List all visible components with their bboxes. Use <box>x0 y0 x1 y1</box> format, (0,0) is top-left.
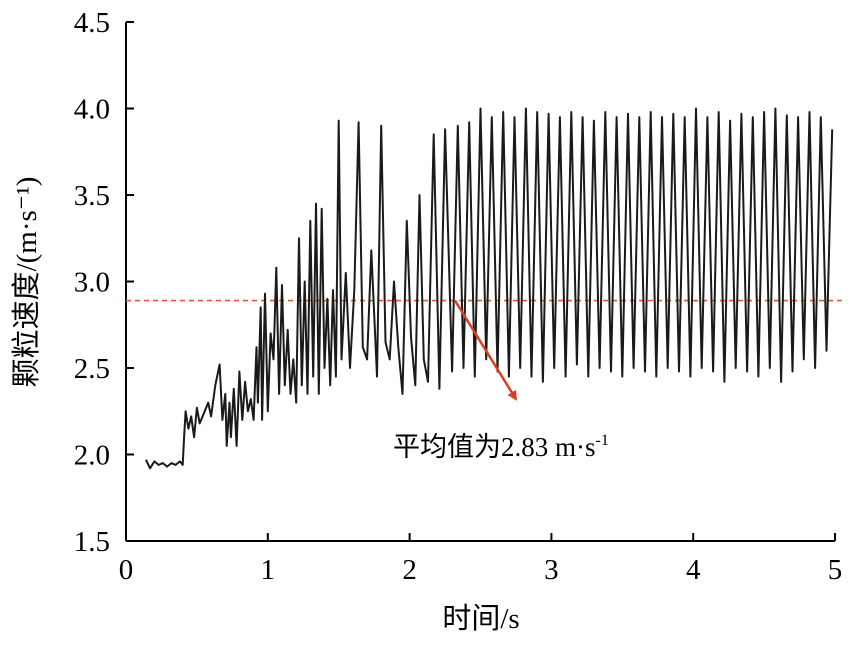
x-tick-label: 0 <box>119 554 134 586</box>
x-tick-label: 4 <box>686 554 701 586</box>
y-tick-label: 2.0 <box>74 440 110 472</box>
x-tick-label: 1 <box>261 554 276 586</box>
y-tick-label: 2.5 <box>74 353 110 385</box>
y-tick-label: 3.5 <box>74 180 110 212</box>
y-tick-label: 4.5 <box>74 7 110 39</box>
annotation-arrow <box>453 299 518 401</box>
mean-annotation-superscript: -1 <box>596 432 609 449</box>
y-tick-label: 1.5 <box>74 526 110 558</box>
y-axis-title: 颗粒速度/(m·s⁻¹) <box>10 177 43 388</box>
velocity-series-line <box>145 107 834 470</box>
x-tick-label: 3 <box>544 554 559 586</box>
mean-annotation: 平均值为2.83 m·s-1 <box>393 432 609 462</box>
mean-annotation-text: 平均值为2.83 m·s <box>393 432 596 462</box>
x-axis-title: 时间/s <box>442 602 519 635</box>
x-tick-label: 5 <box>828 554 843 586</box>
y-tick-label: 4.0 <box>74 94 110 126</box>
x-tick-label: 2 <box>402 554 417 586</box>
y-tick-label: 3.0 <box>74 267 110 299</box>
